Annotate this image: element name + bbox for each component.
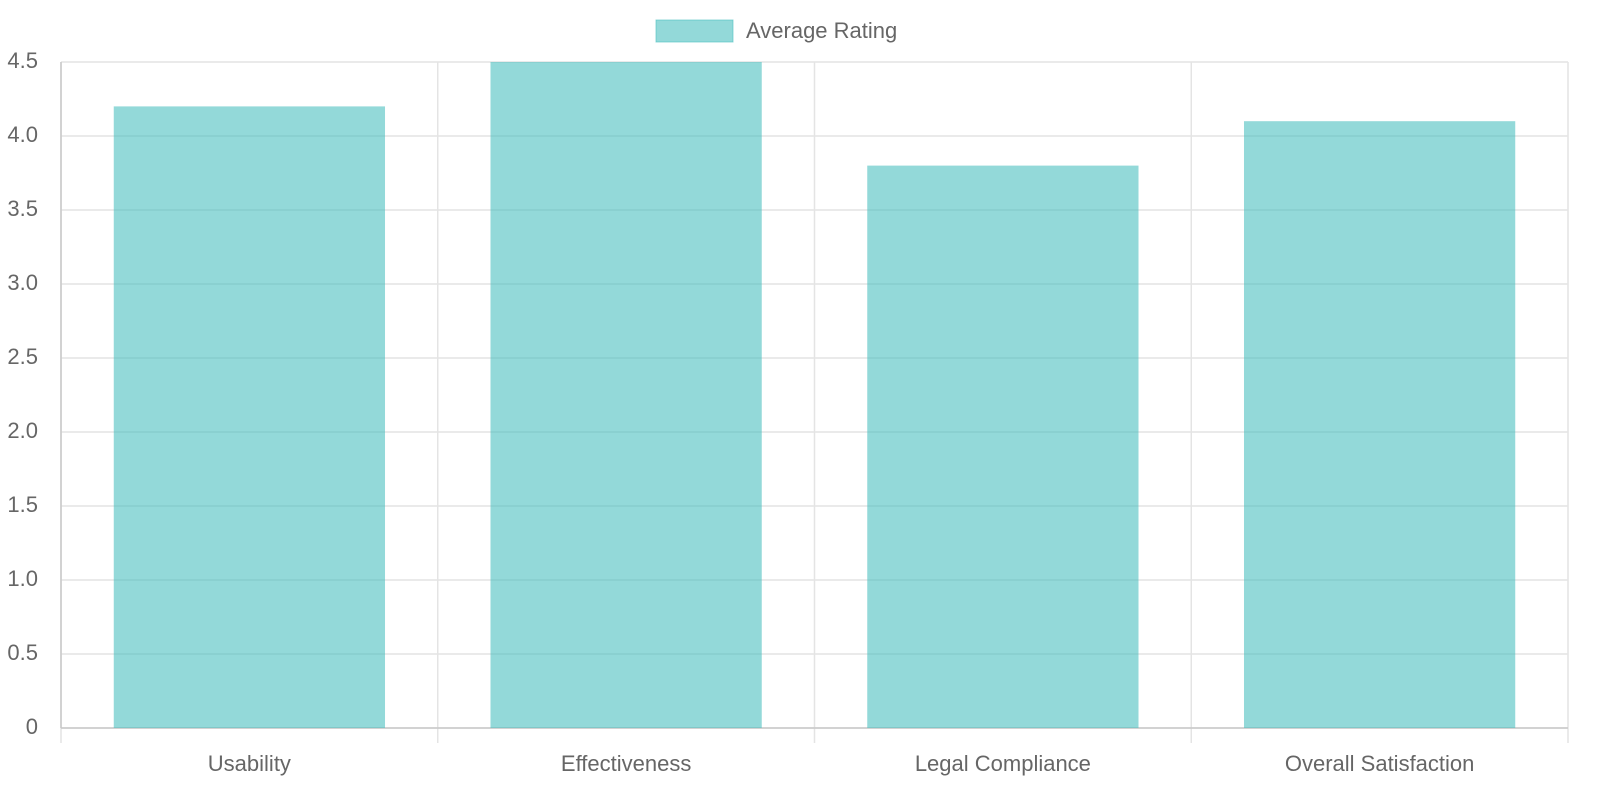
legend-swatch: [655, 19, 734, 43]
y-tick-label: 4.5: [7, 48, 38, 73]
y-tick-label: 2.5: [7, 344, 38, 369]
bar: [490, 62, 762, 728]
y-tick-label: 1.0: [7, 566, 38, 591]
y-tick-label: 2.0: [7, 418, 38, 443]
y-tick-label: 3.5: [7, 196, 38, 221]
x-tick-label: Usability: [208, 751, 291, 776]
legend-label: Average Rating: [746, 18, 897, 43]
y-tick-label: 4.0: [7, 122, 38, 147]
y-tick-label: 1.5: [7, 492, 38, 517]
bar: [113, 106, 386, 728]
y-tick-label: 3.0: [7, 270, 38, 295]
bar: [1243, 121, 1516, 728]
x-tick-label: Overall Satisfaction: [1285, 751, 1475, 776]
bar: [867, 165, 1139, 729]
y-tick-label: 0.5: [7, 640, 38, 665]
x-tick-label: Effectiveness: [561, 751, 691, 776]
y-tick-label: 0: [26, 714, 38, 739]
x-tick-label: Legal Compliance: [915, 751, 1091, 776]
